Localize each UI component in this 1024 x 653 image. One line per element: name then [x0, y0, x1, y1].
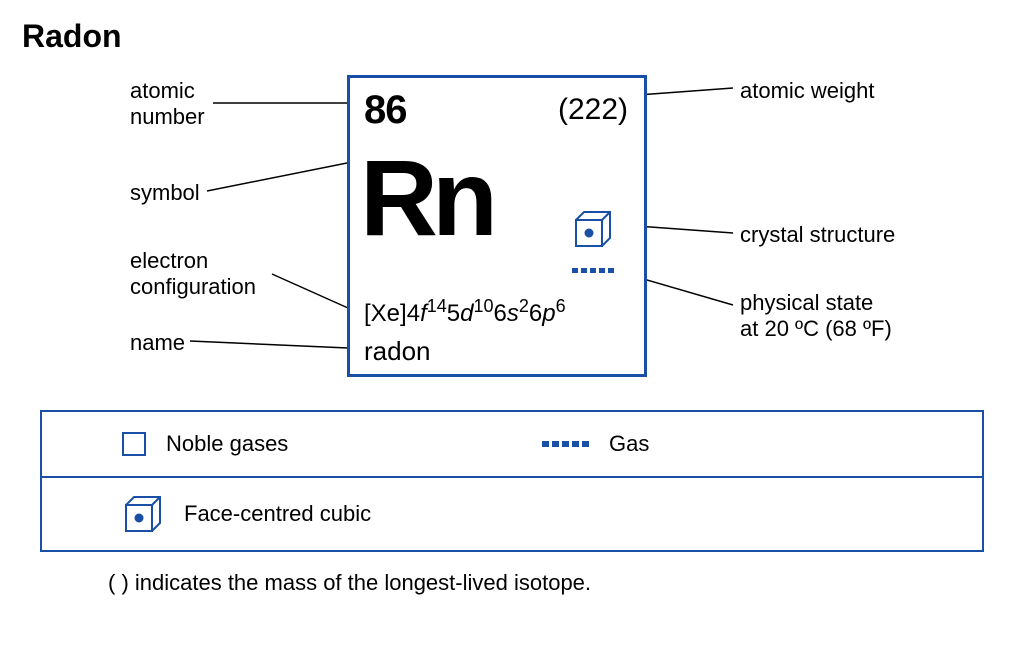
cube-icon [572, 208, 614, 250]
gas-state-icon [572, 268, 614, 273]
econfig-count-3: 6 [556, 296, 566, 316]
econfig-count-1: 10 [473, 296, 493, 316]
element-name: radon [364, 336, 431, 367]
legend-noble-label: Noble gases [166, 431, 288, 457]
econfig-shell-3: 6 [529, 300, 542, 327]
atomic-weight: (222) [558, 93, 628, 127]
econfig-orbital-1: d [460, 300, 473, 327]
footnote: ( ) indicates the mass of the longest-li… [108, 570, 591, 596]
econfig-shell-1: 5 [447, 300, 460, 327]
atomic-number: 86 [364, 88, 407, 133]
element-tile: 86 (222) Rn [Xe]4f145d106s26p6 radon [347, 75, 647, 377]
legend-gas: Gas [542, 431, 649, 457]
econfig-core: [Xe] [364, 300, 407, 327]
gas-dash-icon [542, 441, 589, 447]
element-symbol: Rn [360, 144, 492, 252]
econfig-count-0: 14 [427, 296, 447, 316]
electron-configuration: [Xe]4f145d106s26p6 [364, 296, 566, 328]
legend-fcc-label: Face-centred cubic [184, 501, 371, 527]
legend-box: Noble gases Gas Face-centred cubic [40, 410, 984, 552]
legend-row-2: Face-centred cubic [42, 476, 982, 550]
legend-noble: Noble gases [122, 431, 542, 457]
econfig-shell-2: 6 [494, 300, 507, 327]
legend-row-1: Noble gases Gas [42, 412, 982, 476]
legend-fcc: Face-centred cubic [122, 493, 371, 535]
cube-icon [122, 493, 164, 535]
econfig-count-2: 2 [519, 296, 529, 316]
econfig-orbital-3: p [542, 300, 555, 327]
econfig-orbital-2: s [507, 300, 519, 327]
legend-gas-label: Gas [609, 431, 649, 457]
noble-square-icon [122, 432, 146, 456]
econfig-shell-0: 4 [407, 300, 420, 327]
econfig-orbital-0: f [420, 300, 427, 327]
